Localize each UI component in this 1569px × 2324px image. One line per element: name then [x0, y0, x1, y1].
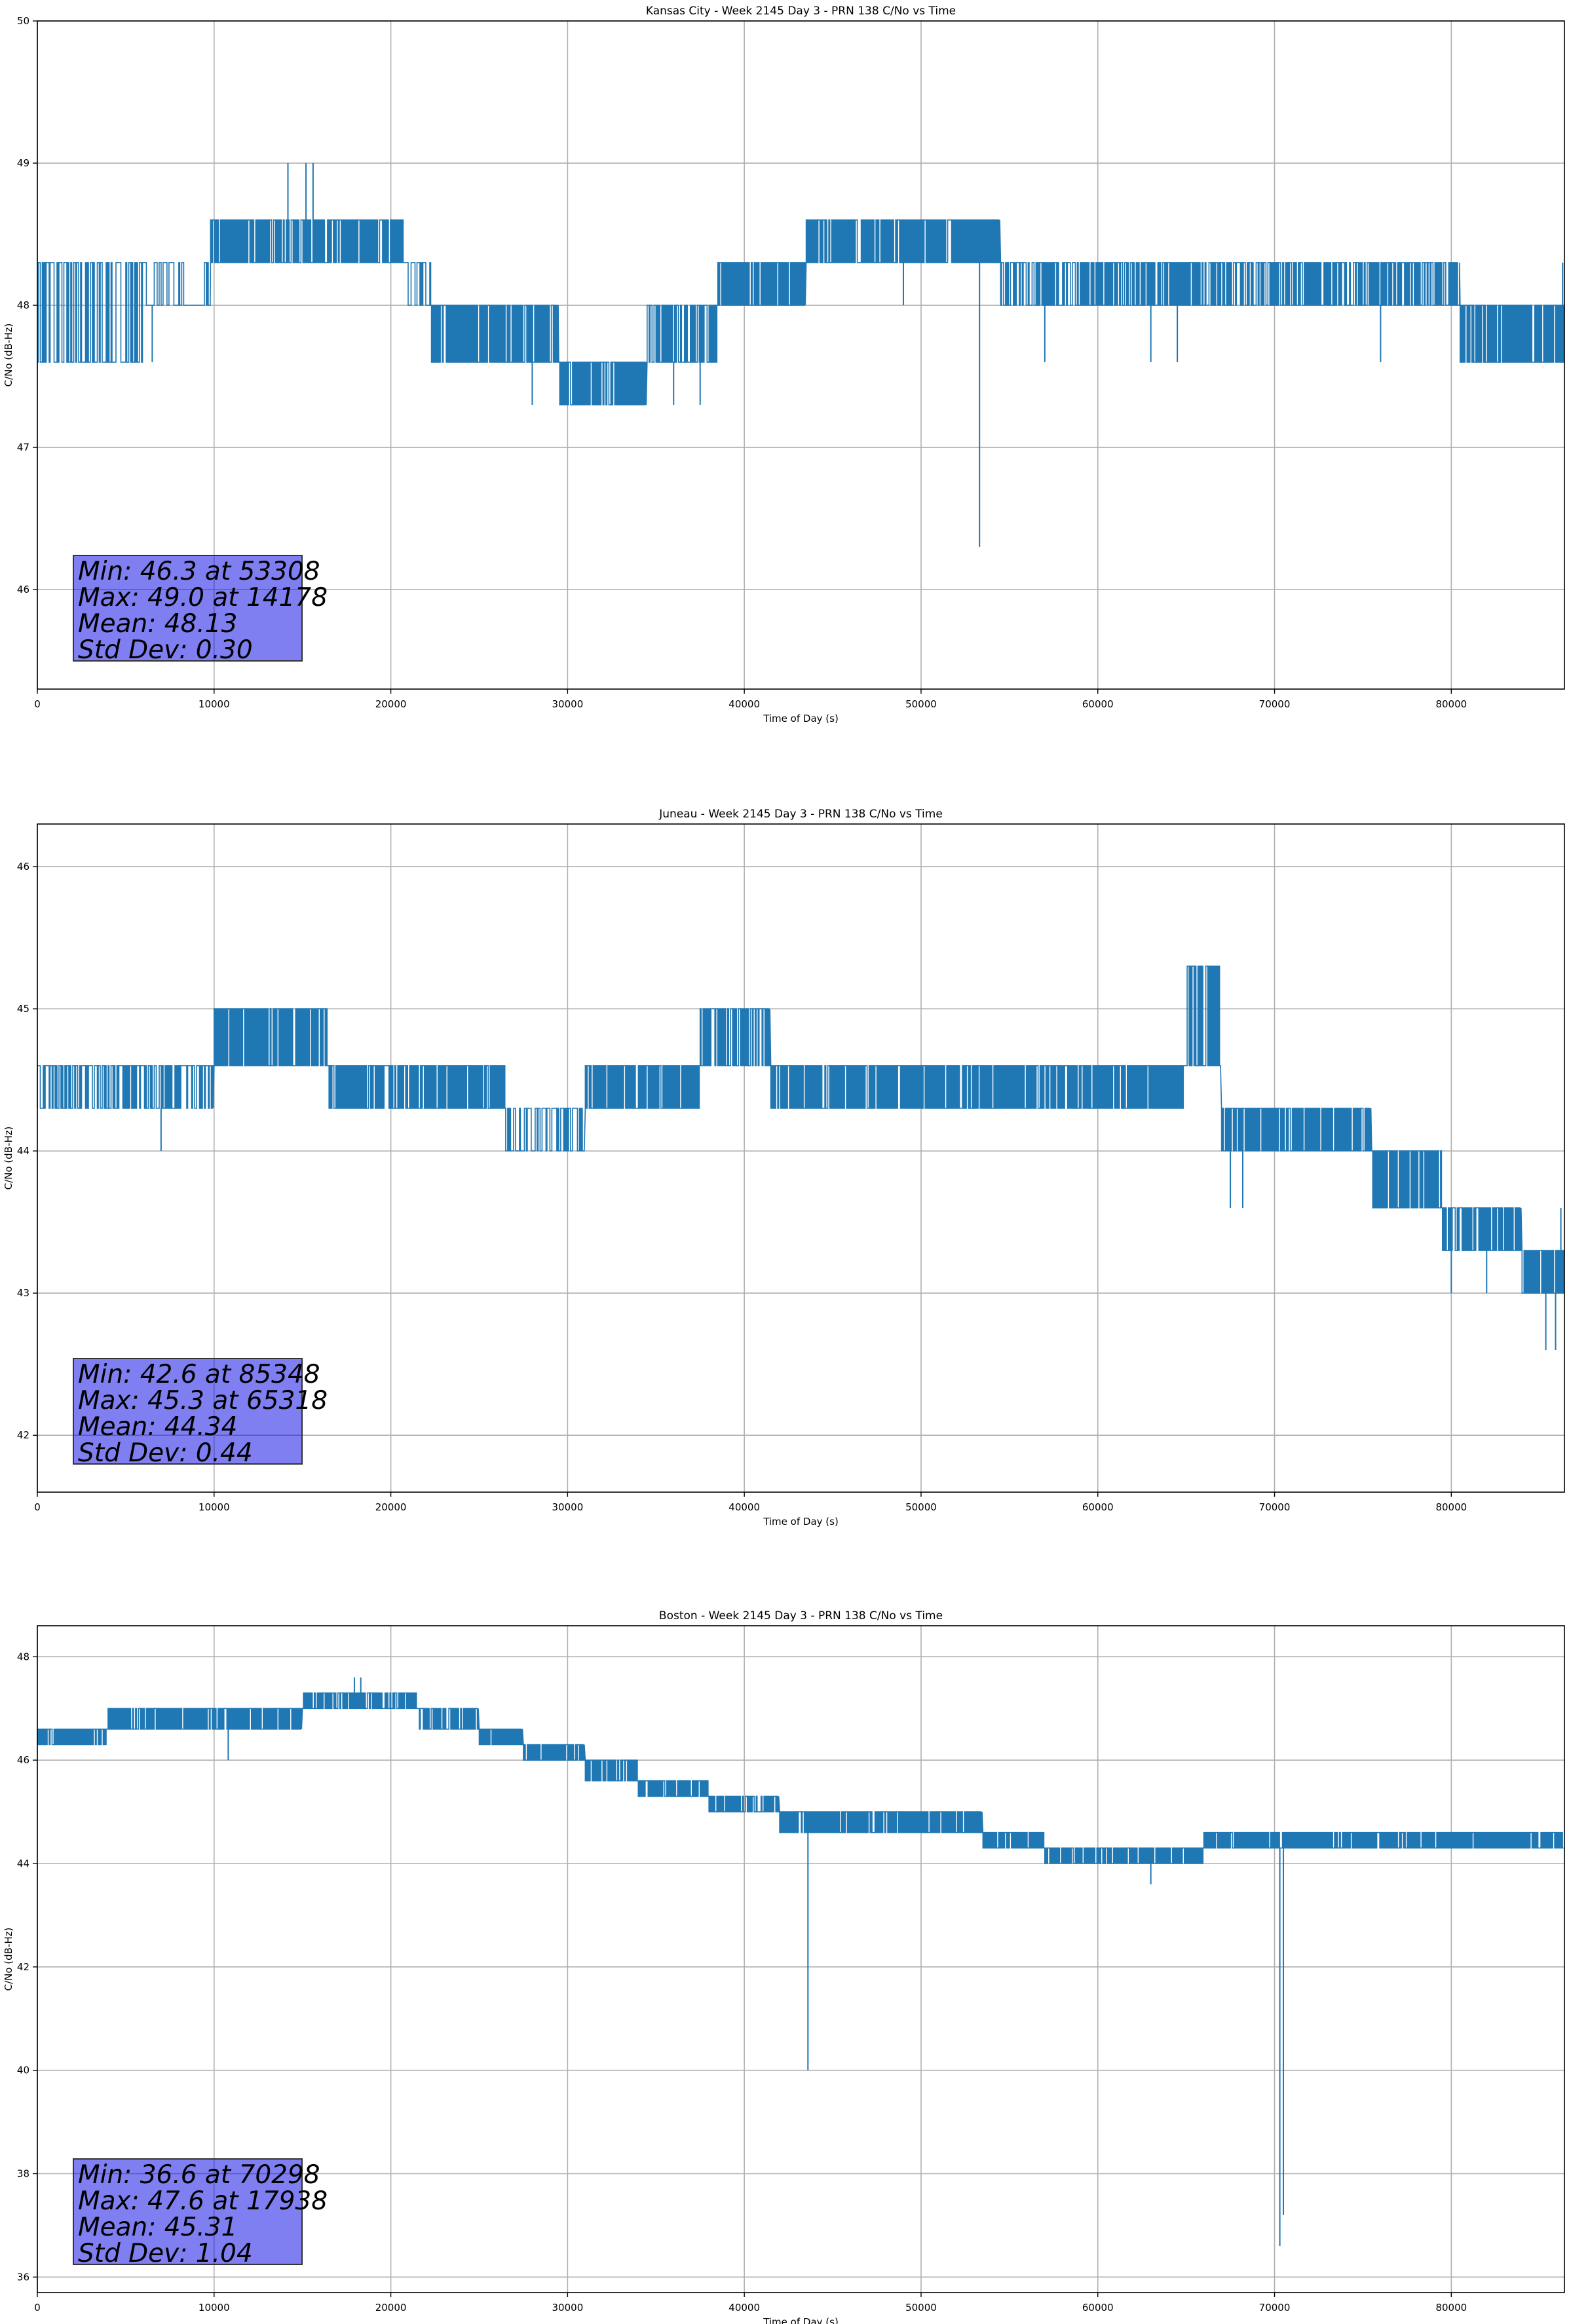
stats-min: Min: 42.6 at 85348	[77, 1359, 320, 1389]
x-tick-label: 30000	[552, 2302, 584, 2314]
y-tick-label: 50	[17, 15, 29, 27]
x-tick-label: 20000	[375, 1501, 407, 1513]
x-tick-label: 50000	[905, 2302, 937, 2314]
y-axis-label: C/No (dB-Hz)	[3, 1928, 14, 1991]
y-tick-label: 44	[17, 1858, 29, 1869]
y-tick-label: 46	[17, 861, 29, 872]
x-tick-label: 10000	[198, 2302, 230, 2314]
x-tick-label: 60000	[1082, 2302, 1114, 2314]
y-tick-label: 38	[17, 2167, 29, 2179]
axes-frame	[37, 823, 1565, 1493]
x-tick-label: 50000	[905, 698, 937, 710]
x-tick-label: 40000	[728, 2302, 760, 2314]
x-tick-label: 70000	[1259, 1501, 1291, 1513]
y-tick-label: 48	[17, 1651, 29, 1662]
y-tick-label: 42	[17, 1429, 29, 1441]
y-tick-label: 46	[17, 1754, 29, 1766]
series-line	[37, 965, 1565, 1294]
series-line	[37, 1692, 1564, 1864]
chart-title: Kansas City - Week 2145 Day 3 - PRN 138 …	[646, 5, 956, 18]
chart-title: Boston - Week 2145 Day 3 - PRN 138 C/No …	[659, 1609, 943, 1622]
y-tick-label: 43	[17, 1287, 29, 1299]
series-line	[37, 219, 1565, 405]
y-axis-label: C/No (dB-Hz)	[3, 1127, 14, 1190]
stats-std: Std Dev: 0.44	[77, 1438, 253, 1468]
x-tick-label: 10000	[198, 698, 230, 710]
x-tick-label: 70000	[1259, 698, 1291, 710]
stats-max: Max: 47.6 at 17938	[77, 2186, 328, 2217]
y-tick-label: 48	[17, 299, 29, 311]
stats-min: Min: 36.6 at 70298	[77, 2160, 320, 2190]
x-tick-label: 30000	[552, 698, 584, 710]
stats-max: Max: 45.3 at 65318	[77, 1385, 328, 1415]
x-axis-label: Time of Day (s)	[763, 713, 839, 724]
y-tick-label: 44	[17, 1145, 29, 1157]
stats-max: Max: 49.0 at 14178	[77, 582, 328, 612]
stats-std: Std Dev: 1.04	[77, 2239, 253, 2269]
stats-min: Min: 46.3 at 53308	[77, 556, 320, 586]
stats-mean: Mean: 48.13	[77, 609, 238, 639]
y-tick-label: 42	[17, 1961, 29, 1973]
chart-1: 0 10000 20000 30000 40000 50000 60000 70000 8000…	[3, 5, 1565, 724]
x-tick-label: 40000	[728, 698, 760, 710]
stats-std: Std Dev: 0.30	[77, 635, 253, 665]
x-tick-label: 70000	[1259, 2302, 1291, 2314]
stats-mean: Mean: 44.34	[77, 1412, 238, 1442]
stats-mean: Mean: 45.31	[77, 2213, 238, 2243]
y-tick-label: 45	[17, 1003, 29, 1015]
axes-frame	[37, 1625, 1565, 2293]
x-tick-label: 60000	[1082, 1501, 1114, 1513]
axes-frame	[37, 20, 1565, 690]
chart-2: 0 10000 20000 30000 40000 50000 60000 70000 8000…	[3, 808, 1565, 1527]
x-tick-label: 80000	[1435, 1501, 1467, 1513]
y-tick-label: 40	[17, 2065, 29, 2076]
x-tick-label: 0	[34, 698, 41, 710]
y-tick-label: 46	[17, 584, 29, 595]
x-tick-label: 20000	[375, 698, 407, 710]
stats-box: Min: 42.6 at 85348 Max: 45.3 at 65318 Mean…	[72, 1357, 328, 1468]
stats-box: Min: 36.6 at 70298 Max: 47.6 at 17938 Mean…	[72, 2158, 328, 2269]
x-tick-label: 20000	[375, 2302, 407, 2314]
y-tick-label: 36	[17, 2271, 29, 2283]
chart-3: 0 10000 20000 30000 40000 50000 60000 70000 8000…	[3, 1609, 1565, 2324]
x-tick-label: 50000	[905, 1501, 937, 1513]
stats-box: Min: 46.3 at 53308 Max: 49.0 at 14178 Mean…	[72, 554, 328, 665]
y-axis-label: C/No (dB-Hz)	[3, 324, 14, 387]
x-tick-label: 60000	[1082, 698, 1114, 710]
x-tick-label: 80000	[1435, 698, 1467, 710]
x-tick-label: 0	[34, 2302, 41, 2314]
x-tick-label: 40000	[728, 1501, 760, 1513]
x-tick-label: 10000	[198, 1501, 230, 1513]
y-tick-label: 47	[17, 441, 29, 453]
x-tick-label: 80000	[1435, 2302, 1467, 2314]
x-axis-label: Time of Day (s)	[763, 2316, 839, 2324]
y-tick-label: 49	[17, 157, 29, 169]
x-tick-label: 30000	[552, 1501, 584, 1513]
x-axis-label: Time of Day (s)	[763, 1516, 839, 1527]
chart-title: Juneau - Week 2145 Day 3 - PRN 138 C/No …	[658, 808, 943, 821]
x-tick-label: 0	[34, 1501, 41, 1513]
